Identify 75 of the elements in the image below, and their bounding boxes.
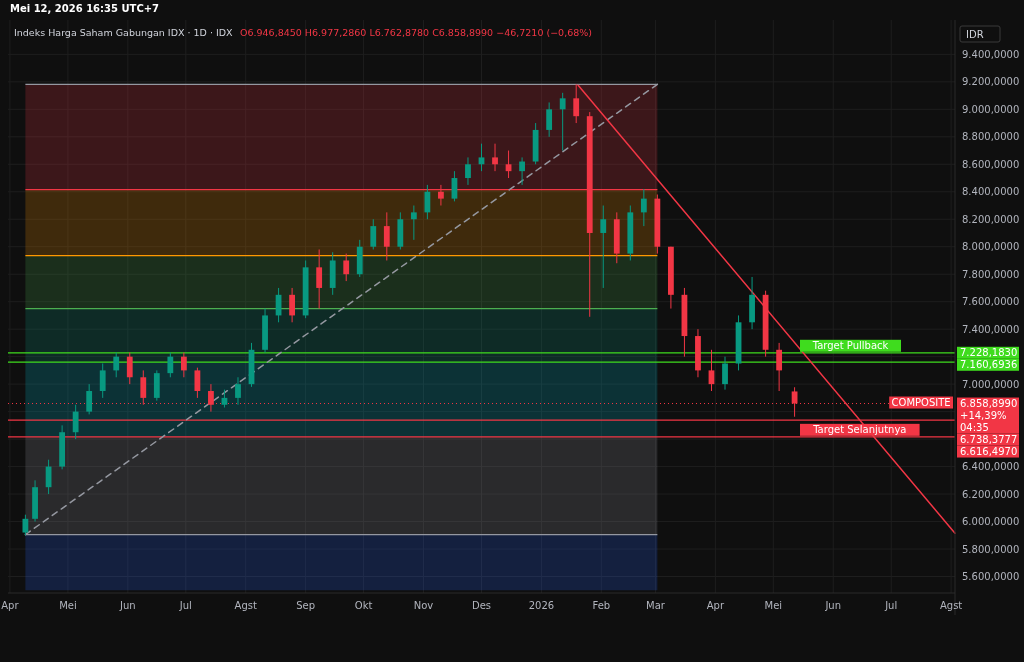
x-tick-label: Jul [884, 600, 898, 611]
x-tick-label: Agst [234, 600, 257, 611]
candlestick [235, 376, 241, 406]
ref-line-label: Target Selanjutnya [812, 424, 907, 436]
candlestick [180, 352, 187, 378]
candlestick [410, 205, 417, 241]
y-tick-label: 7.800,0000 [962, 268, 1020, 280]
candlestick [113, 352, 120, 378]
y-tick-label: 6.400,0000 [962, 461, 1020, 473]
text: Mei 12, 2026 16:35 UTC+7 [10, 3, 160, 14]
y-tick-label: 5.600,0000 [962, 571, 1020, 583]
candlestick [791, 386, 798, 418]
text: 7.160,6936 [960, 359, 1018, 371]
y-tick-label: 8.200,0000 [962, 213, 1020, 225]
y-tick-label: 9.000,0000 [962, 103, 1020, 115]
y-tick-label: 8.000,0000 [962, 241, 1020, 253]
x-tick-label: Agst [939, 600, 963, 611]
y-tick-label: 8.800,0000 [962, 131, 1020, 143]
candlestick [465, 156, 471, 186]
text: 04:35 [960, 422, 989, 434]
x-tick-label: Nov [413, 600, 434, 611]
candlestick [640, 188, 647, 227]
y-tick-label: 6.000,0000 [962, 516, 1020, 528]
candlestick [370, 218, 377, 250]
x-tick-label: Sep [296, 600, 316, 611]
text: Indeks Harga Saham Gabungan IDX · 1D · IDX [14, 27, 234, 38]
y-axis-title: IDR [966, 29, 984, 40]
x-tick-label: 2026 [528, 600, 555, 611]
x-tick-label: Apr [1, 600, 20, 611]
candlestick [99, 363, 106, 399]
candlestick [519, 156, 525, 186]
candlestick [316, 248, 323, 310]
candlestick [126, 352, 133, 385]
text: 6.738,3777 [960, 434, 1018, 446]
x-tick-label: Mei [59, 600, 77, 611]
x-tick-label: Jul [178, 600, 192, 611]
x-tick-label: Mei [764, 600, 783, 611]
candlestick [208, 383, 214, 413]
ref-line-label: Target Pullback [811, 340, 889, 352]
candlestick [167, 352, 174, 378]
x-tick-label: Okt [354, 600, 373, 611]
candlestick [600, 205, 607, 289]
x-tick-label: Jun [824, 600, 842, 611]
y-tick-label: 7.600,0000 [962, 296, 1020, 308]
candlestick [343, 253, 350, 282]
y-tick-label: 9.400,0000 [962, 48, 1020, 60]
y-tick-label: 7.000,0000 [962, 378, 1020, 390]
text: 6.858,8990 [960, 398, 1018, 410]
text: O6.946,8450 H6.977,2860 L6.762,8780 C6.858,8990 −46,7210 (−0,68%) [239, 27, 592, 38]
candlestick [559, 92, 566, 152]
candlestick [86, 383, 93, 415]
y-tick-label: 8.400,0000 [962, 186, 1020, 198]
text: +14,39% [960, 410, 1007, 422]
text: 7.228,1830 [960, 347, 1018, 359]
candlestick [424, 184, 431, 220]
candlestick [546, 101, 553, 138]
candlestick [289, 287, 295, 323]
candlestick [492, 143, 498, 172]
x-tick-label: Apr [706, 600, 725, 611]
candlestick [22, 514, 29, 536]
y-tick-label: 7.400,0000 [962, 323, 1020, 335]
text: 6.616,4970 [960, 446, 1018, 458]
candlestick [722, 356, 728, 391]
candlestick [776, 342, 783, 392]
candlestick [72, 404, 79, 440]
x-tick-label: Mar [646, 600, 666, 611]
y-tick-label: 8.600,0000 [962, 158, 1020, 170]
y-tick-label: 5.800,0000 [962, 543, 1020, 555]
ref-line-label: COMPOSITE [891, 397, 951, 409]
y-tick-label: 6.200,0000 [962, 488, 1020, 500]
y-tick-label: 9.200,0000 [962, 76, 1020, 88]
candlestick [383, 211, 390, 261]
x-tick-label: Feb [592, 600, 611, 611]
x-tick-label: Jun [119, 600, 136, 611]
x-tick-label: Des [471, 600, 492, 611]
